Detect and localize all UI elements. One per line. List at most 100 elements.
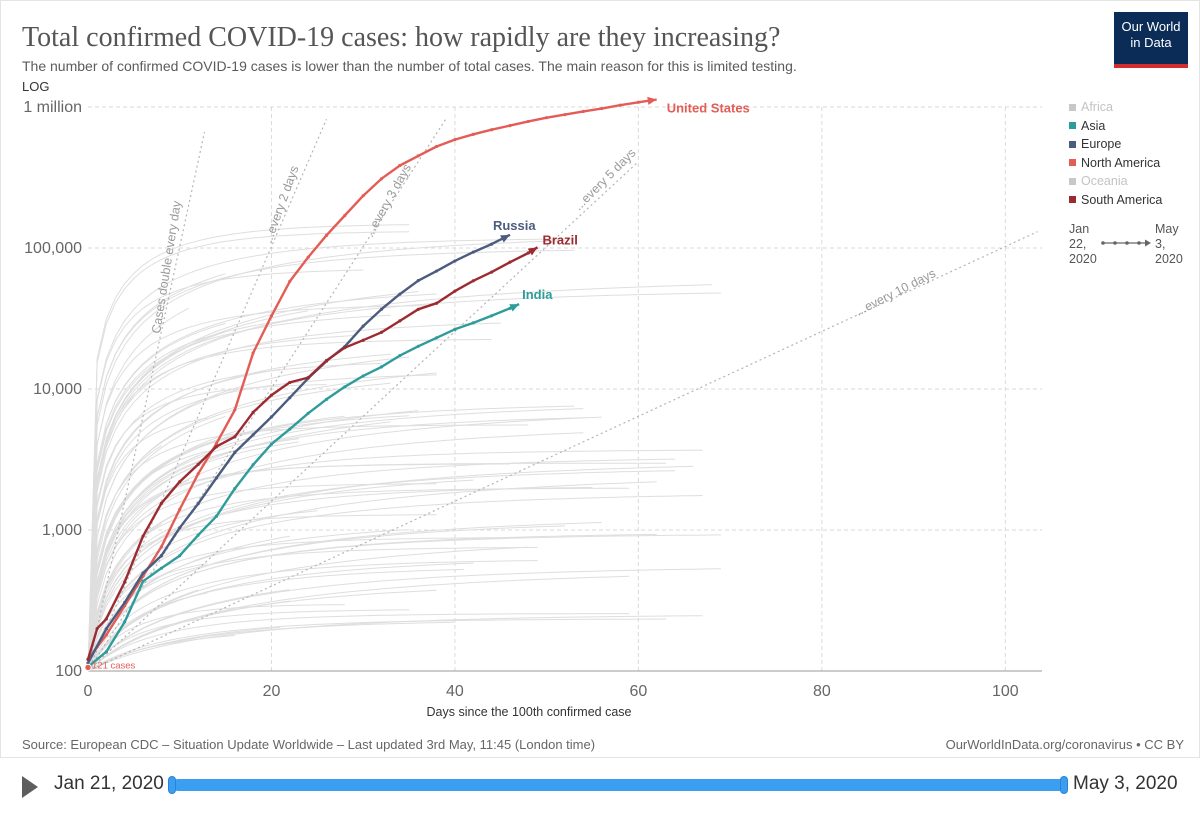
series-point bbox=[86, 661, 90, 665]
series-point bbox=[95, 626, 99, 631]
series-point bbox=[600, 106, 604, 111]
y-tick-label: 100,000 bbox=[24, 240, 82, 257]
timeline-track[interactable] bbox=[172, 779, 1065, 791]
series-point bbox=[379, 330, 384, 334]
series-point bbox=[471, 132, 475, 136]
legend-item[interactable]: Europe bbox=[1069, 135, 1189, 154]
series-point bbox=[453, 138, 457, 142]
series-point bbox=[361, 374, 365, 378]
series-point bbox=[233, 435, 237, 439]
series-point bbox=[581, 109, 585, 114]
background-series-line bbox=[87, 372, 437, 672]
series-point bbox=[178, 554, 182, 558]
legend-swatch bbox=[1069, 103, 1076, 111]
series-point bbox=[269, 393, 274, 397]
background-series-line bbox=[87, 322, 501, 672]
time-key-start-line: 22, bbox=[1069, 237, 1087, 251]
series-point bbox=[545, 116, 549, 120]
series-arrowhead bbox=[500, 234, 510, 243]
background-series-line bbox=[87, 479, 190, 672]
series-line bbox=[87, 98, 657, 661]
series-point bbox=[123, 620, 127, 624]
series-point bbox=[141, 571, 145, 575]
background-series-line bbox=[87, 487, 630, 672]
timeline-start-handle[interactable] bbox=[168, 776, 176, 794]
series-label: Russia bbox=[493, 218, 536, 233]
background-series-line bbox=[87, 438, 300, 672]
series-point bbox=[508, 260, 512, 264]
series-point bbox=[508, 306, 512, 310]
legend-item[interactable]: Asia bbox=[1069, 117, 1189, 136]
legend-item[interactable]: South America bbox=[1069, 191, 1189, 210]
series-point bbox=[104, 617, 108, 621]
series-point bbox=[306, 375, 310, 380]
series-point bbox=[471, 279, 475, 283]
background-series-line bbox=[87, 224, 410, 672]
doubling-guide-label: ...every 2 days bbox=[261, 164, 302, 245]
series-point bbox=[214, 441, 219, 446]
legend-item[interactable]: North America bbox=[1069, 154, 1189, 173]
series-label: India bbox=[522, 287, 553, 302]
background-series-line bbox=[87, 331, 226, 672]
series-point bbox=[434, 144, 439, 149]
start-marker bbox=[84, 663, 92, 672]
background-series-line bbox=[87, 562, 474, 672]
background-series-line bbox=[87, 522, 602, 672]
timeline-end-handle[interactable] bbox=[1060, 776, 1068, 794]
series-point bbox=[379, 365, 384, 369]
legend: Africa Asia Europe North America Oceania… bbox=[1069, 98, 1189, 209]
series-point bbox=[178, 507, 182, 511]
time-key-arrow bbox=[1101, 239, 1151, 247]
series-point bbox=[636, 100, 640, 104]
series-point bbox=[490, 128, 494, 132]
series-line bbox=[86, 233, 511, 664]
background-series-line bbox=[87, 322, 226, 672]
series-point bbox=[288, 396, 292, 400]
series-point bbox=[196, 533, 200, 537]
series-point bbox=[159, 566, 163, 570]
owid-logo[interactable]: Our World in Data bbox=[1114, 12, 1188, 68]
x-tick-label: 40 bbox=[446, 683, 464, 700]
time-key: Jan 22, 2020 May 3, 2020 bbox=[1069, 222, 1189, 268]
series-point bbox=[178, 480, 182, 484]
time-key-end: May 3, 2020 bbox=[1155, 222, 1183, 267]
series-point bbox=[214, 444, 219, 449]
series-point bbox=[233, 408, 237, 412]
credit-link[interactable]: OurWorldInData.org/coronavirus • CC BY bbox=[945, 737, 1184, 752]
series-label: Brazil bbox=[542, 232, 577, 247]
legend-item[interactable]: Oceania bbox=[1069, 172, 1189, 191]
series-point bbox=[453, 327, 457, 331]
series-arrowhead bbox=[509, 304, 520, 312]
series-point bbox=[416, 154, 420, 158]
doubling-guide-line bbox=[87, 231, 1038, 672]
series-point bbox=[141, 579, 145, 583]
series-point bbox=[104, 650, 108, 654]
y-tick-label: 1 million bbox=[23, 99, 82, 116]
background-series-line bbox=[87, 604, 345, 672]
series-point bbox=[398, 163, 402, 168]
time-key-start: Jan 22, 2020 bbox=[1069, 222, 1097, 267]
timeline-start-date: Jan 21, 2020 bbox=[54, 773, 164, 794]
series-point bbox=[361, 324, 365, 328]
legend-swatch bbox=[1069, 122, 1076, 130]
play-icon[interactable] bbox=[22, 776, 38, 798]
doubling-guide-line bbox=[87, 131, 206, 672]
series-arrowhead bbox=[527, 247, 538, 256]
background-series-line bbox=[87, 408, 584, 672]
series-point bbox=[123, 600, 127, 605]
legend-swatch bbox=[1069, 196, 1076, 204]
x-tick-label: 0 bbox=[84, 683, 93, 700]
series-point bbox=[379, 177, 384, 181]
series-point bbox=[104, 633, 108, 637]
series-point bbox=[251, 351, 255, 355]
series-point bbox=[306, 411, 310, 415]
legend-swatch bbox=[1069, 177, 1076, 185]
legend-item[interactable]: Africa bbox=[1069, 98, 1189, 117]
series-point bbox=[563, 113, 567, 117]
x-tick-label: 100 bbox=[992, 683, 1019, 700]
doubling-guide-line bbox=[87, 118, 328, 672]
series-point bbox=[434, 269, 439, 273]
background-series-line bbox=[87, 284, 712, 672]
series-point bbox=[269, 314, 274, 318]
series-point bbox=[214, 514, 219, 518]
